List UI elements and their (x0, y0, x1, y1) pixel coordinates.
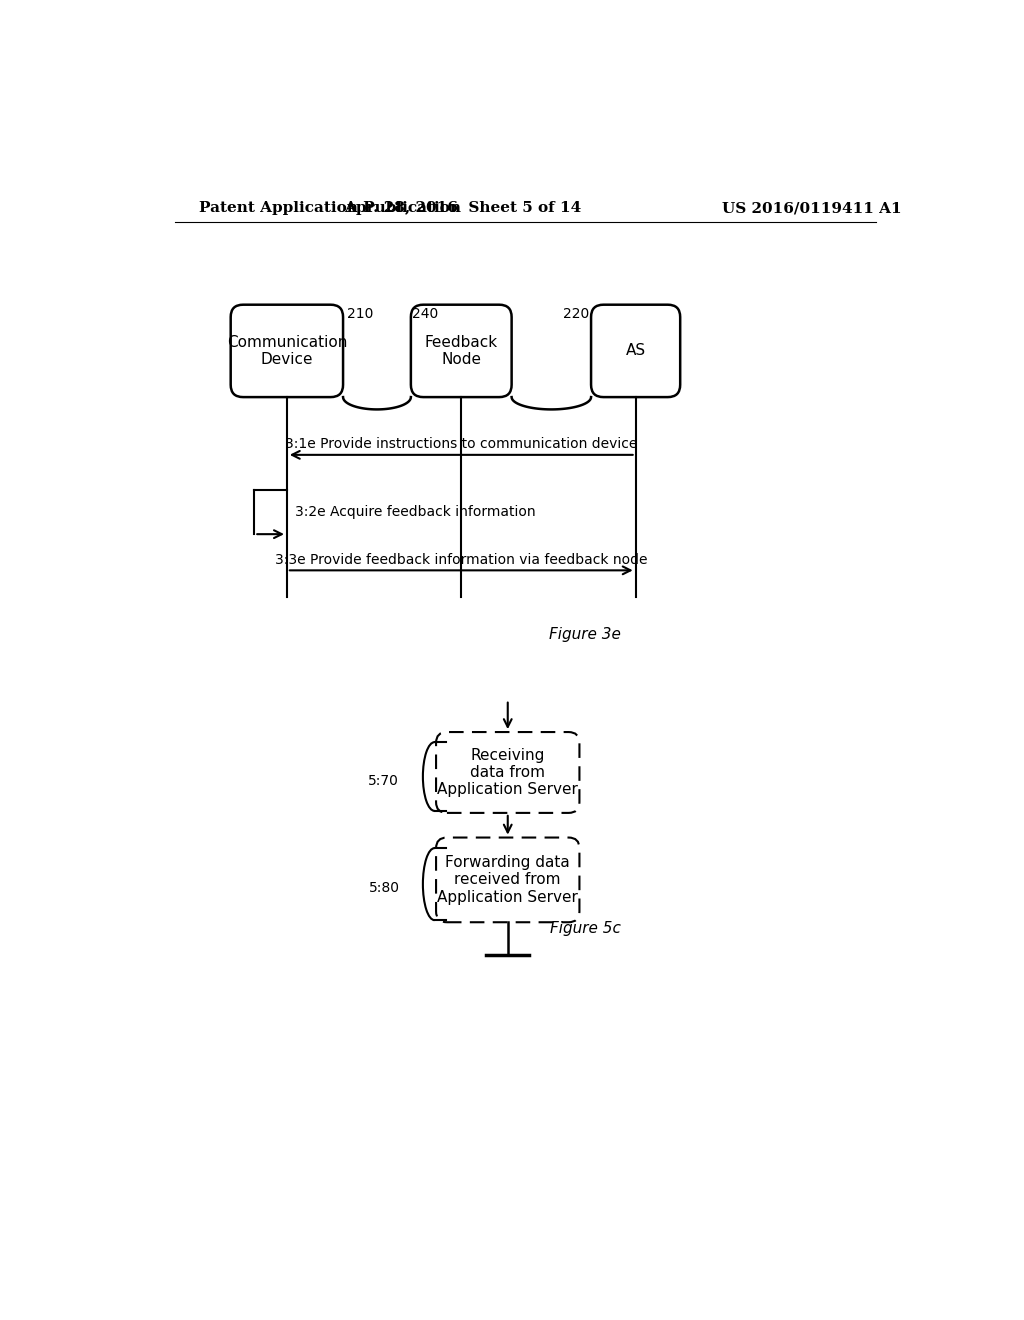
Text: Figure 5c: Figure 5c (550, 921, 621, 936)
Text: AS: AS (626, 343, 646, 359)
Text: Forwarding data
received from
Application Server: Forwarding data received from Applicatio… (437, 855, 579, 904)
Text: Feedback
Node: Feedback Node (425, 335, 498, 367)
FancyBboxPatch shape (411, 305, 512, 397)
Text: US 2016/0119411 A1: US 2016/0119411 A1 (722, 202, 901, 215)
Text: 5:80: 5:80 (369, 882, 399, 895)
Text: 3:3e Provide feedback information via feedback node: 3:3e Provide feedback information via fe… (275, 553, 647, 566)
Text: 210: 210 (347, 308, 374, 321)
Text: 5:70: 5:70 (368, 774, 399, 788)
FancyBboxPatch shape (436, 838, 580, 923)
FancyBboxPatch shape (436, 733, 580, 813)
Text: Receiving
data from
Application Server: Receiving data from Application Server (437, 747, 579, 797)
FancyBboxPatch shape (230, 305, 343, 397)
Text: 220: 220 (563, 308, 590, 321)
FancyBboxPatch shape (591, 305, 680, 397)
Text: Communication
Device: Communication Device (226, 335, 347, 367)
Text: 3:1e Provide instructions to communication device: 3:1e Provide instructions to communicati… (285, 437, 637, 451)
Text: Apr. 28, 2016  Sheet 5 of 14: Apr. 28, 2016 Sheet 5 of 14 (344, 202, 582, 215)
Text: Figure 3e: Figure 3e (549, 627, 622, 642)
Text: 3:2e Acquire feedback information: 3:2e Acquire feedback information (295, 504, 536, 519)
Text: 240: 240 (413, 308, 438, 321)
Text: Patent Application Publication: Patent Application Publication (200, 202, 461, 215)
